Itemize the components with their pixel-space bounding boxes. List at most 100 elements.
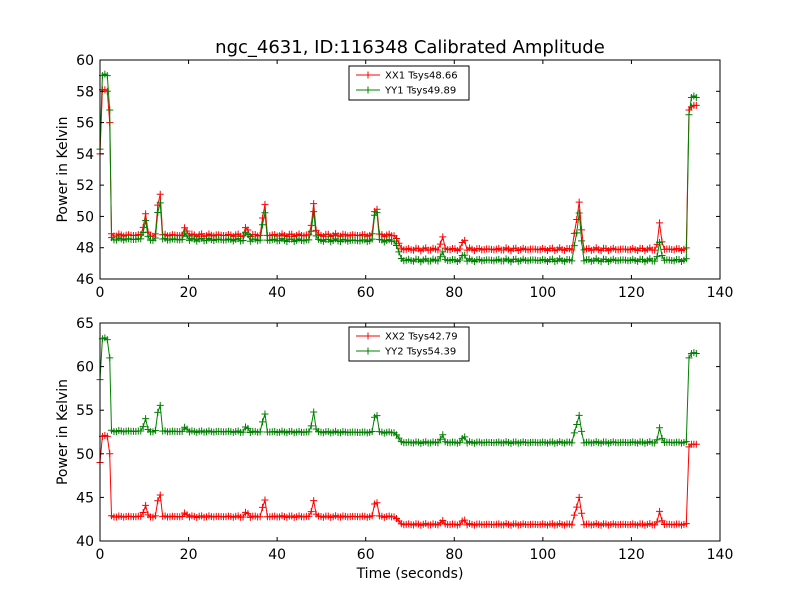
data-point [392,241,400,249]
series-xx [96,431,700,529]
data-point [651,246,659,254]
y-tick-label: 40 [76,534,94,550]
x-tick-label: 120 [618,547,645,563]
data-point [434,257,442,265]
data-point [307,422,315,430]
data-point [156,401,164,409]
data-point [261,209,269,217]
data-point [461,251,469,259]
legend-marker [364,347,372,355]
series-line [99,89,697,252]
data-point [373,412,381,420]
data-point [692,440,700,448]
data-point [658,434,666,442]
data-point [653,253,661,261]
plot-frame [99,59,721,280]
data-point [144,232,152,240]
series-yy [96,70,700,266]
data-point [439,248,447,256]
data-point [244,424,252,432]
data-point [651,257,659,265]
x-tick-label: 140 [707,285,734,301]
data-point [305,512,313,520]
y-axis-label: Power in Kelvin [55,116,71,222]
data-point [439,431,447,439]
data-point [183,232,191,240]
data-point [658,517,666,525]
legend-label: YY1 Tsys49.89 [384,86,456,97]
data-point [656,424,664,432]
y-tick-label: 60 [76,360,94,376]
data-point [259,214,267,222]
data-point [373,499,381,507]
data-point [570,429,578,437]
y-axis-label: Power in Kelvin [55,379,71,485]
data-point [570,242,578,250]
data-point [653,518,661,526]
y-tick-label: 50 [76,447,94,463]
y-tick-label: 58 [76,84,94,100]
data-point [178,235,186,243]
bottom-panel: 0 20 40 60 80 100 120 140 40 45 50 55 60 65 Power in K… [55,316,733,582]
x-tick-label: 80 [445,547,463,563]
data-point [103,72,111,80]
x-axis-label: Time (seconds) [356,566,464,582]
data-point [256,513,264,521]
data-point [439,516,447,524]
data-point [656,507,664,515]
x-tick-label: 40 [268,285,286,301]
data-point [106,354,114,362]
data-point [137,235,145,243]
data-point [256,428,264,436]
data-point [578,226,586,234]
data-point [139,509,147,517]
data-point [261,200,269,208]
data-point [436,253,444,261]
data-point [106,106,114,114]
x-tick-label: 0 [96,547,105,563]
data-point [461,236,469,244]
y-tick-label: 55 [76,403,94,419]
data-point [461,516,469,524]
data-point [578,427,586,435]
data-point [692,101,700,109]
data-point [573,420,581,428]
data-point [439,233,447,241]
y-tick-label: 50 [76,209,94,225]
data-point [568,521,576,529]
data-point [244,510,252,518]
data-point [390,237,398,245]
x-tick-label: 100 [529,547,556,563]
data-point [656,239,664,247]
data-point [137,427,145,435]
data-point [154,208,162,216]
x-tick-label: 20 [180,547,198,563]
data-point [656,219,664,227]
legend: XX1 Tsys48.66 YY1 Tsys49.89 [348,65,470,101]
data-point [434,246,442,254]
data-point [436,240,444,248]
data-point [261,496,269,504]
legend-marker [364,71,372,79]
data-point [103,87,111,95]
data-point [307,508,315,516]
legend-label: XX2 Tsys42.79 [385,332,458,343]
data-point [682,438,690,446]
data-point [456,245,464,253]
data-point [142,210,150,218]
y-tick-label: 54 [76,147,94,163]
y-tick-label: 60 [76,53,94,69]
x-tick-label: 100 [529,285,556,301]
data-point [239,237,247,245]
data-point [570,511,578,519]
top-panel: 0 20 40 60 80 100 120 140 46 48 50 52 54 56 58 60 Power … [55,53,733,301]
x-tick-label: 60 [357,285,375,301]
data-point [461,433,469,441]
data-point [154,497,162,505]
legend-label: YY2 Tsys54.39 [384,347,456,358]
data-point [139,423,147,431]
data-point [310,497,318,505]
data-point [434,439,442,447]
data-point [368,512,376,520]
